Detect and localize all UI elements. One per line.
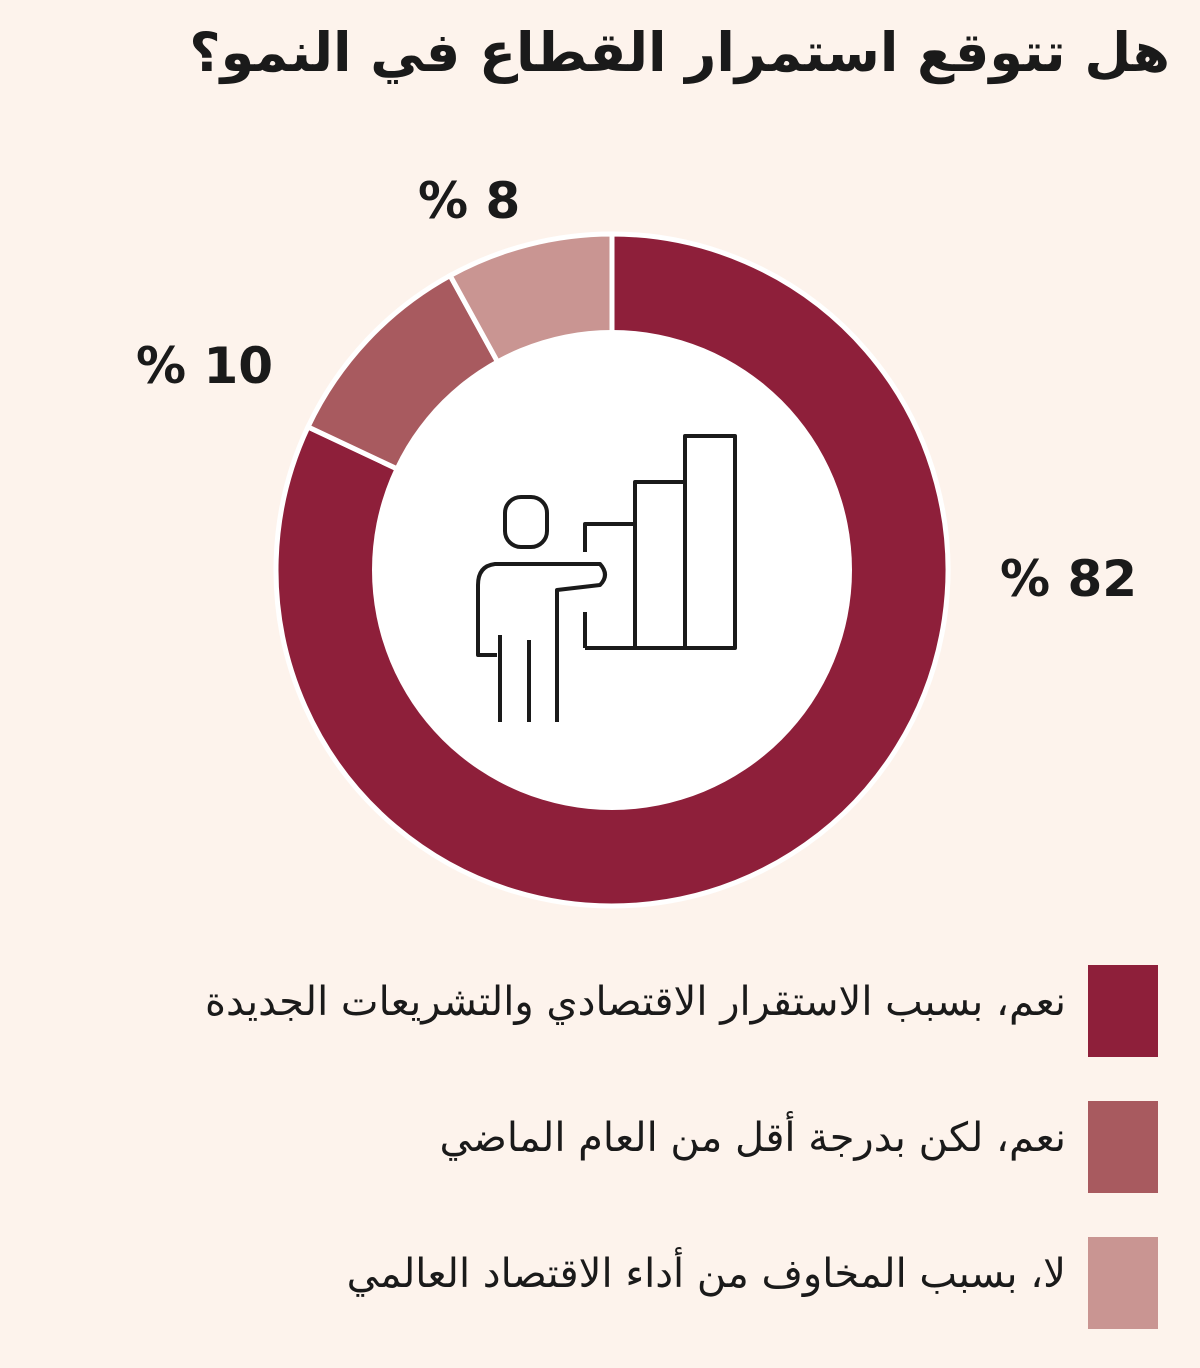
presenter-bar-chart-icon xyxy=(476,434,737,722)
legend-swatch-2 xyxy=(1088,1237,1158,1329)
value-label-2: % 8 xyxy=(418,172,521,230)
value-label-0: % 82 xyxy=(1000,550,1138,608)
chart-title: هل تتوقع استمرار القطاع في النمو؟ xyxy=(189,21,1170,84)
legend-item-0: نعم، بسبب الاستقرار الاقتصادي والتشريعات… xyxy=(58,965,1158,1057)
legend-swatch-1 xyxy=(1088,1101,1158,1193)
legend-label-1: نعم، لكن بدرجة أقل من العام الماضي xyxy=(439,1115,1066,1161)
legend-item-1: نعم، لكن بدرجة أقل من العام الماضي xyxy=(58,1101,1158,1193)
legend-swatch-0 xyxy=(1088,965,1158,1057)
legend-item-2: لا، بسبب المخاوف من أداء الاقتصاد العالم… xyxy=(58,1237,1158,1329)
legend-label-2: لا، بسبب المخاوف من أداء الاقتصاد العالم… xyxy=(346,1251,1066,1297)
legend-label-0: نعم، بسبب الاستقرار الاقتصادي والتشريعات… xyxy=(205,979,1066,1025)
value-label-1: % 10 xyxy=(136,337,274,395)
donut-center xyxy=(372,330,852,810)
